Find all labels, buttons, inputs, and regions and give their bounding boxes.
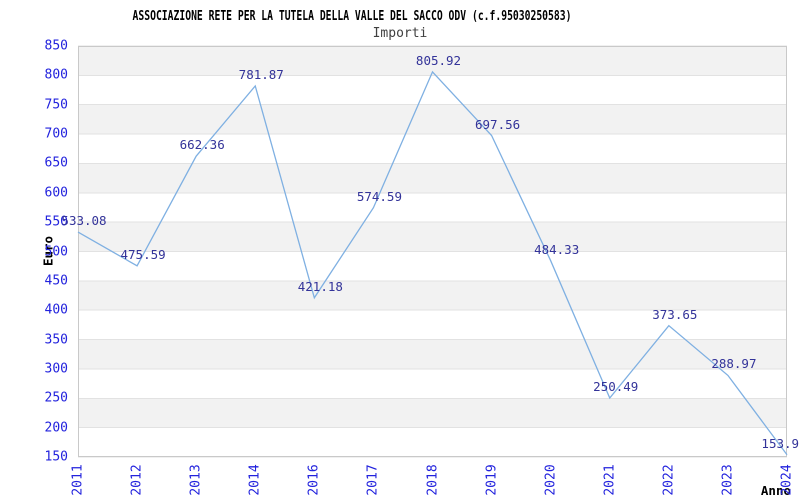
y-tick-label: 500 bbox=[44, 244, 68, 259]
chart-title: ASSOCIAZIONE RETE PER LA TUTELA DELLA VA… bbox=[132, 8, 572, 24]
data-point-label: 250.49 bbox=[593, 378, 639, 394]
y-tick-label: 400 bbox=[44, 302, 68, 318]
y-tick-label: 250 bbox=[44, 390, 68, 406]
y-tick-label: 700 bbox=[44, 126, 68, 142]
y-tick-label: 200 bbox=[44, 420, 68, 436]
data-point-label: 574.59 bbox=[356, 188, 402, 204]
x-tick-label: 2017 bbox=[365, 464, 381, 496]
y-tick-label: 800 bbox=[44, 67, 68, 83]
data-point-label: 805.92 bbox=[415, 52, 462, 68]
data-point-label: 153.9 bbox=[761, 435, 800, 451]
y-tick-label: 650 bbox=[44, 155, 68, 171]
y-tick-label: 850 bbox=[44, 38, 68, 54]
y-tick-label: 750 bbox=[44, 97, 68, 113]
data-point-label: 475.59 bbox=[120, 246, 166, 262]
chart-subtitle: Importi bbox=[372, 26, 428, 41]
x-tick-label: 2011 bbox=[70, 464, 86, 496]
plot-border bbox=[78, 46, 787, 457]
y-tick-label: 350 bbox=[44, 332, 68, 348]
plot-band bbox=[78, 222, 787, 252]
plot-band bbox=[78, 280, 787, 311]
data-point-label: 781.87 bbox=[238, 66, 284, 82]
data-point-label: 697.56 bbox=[475, 116, 521, 132]
y-tick-label: 300 bbox=[44, 361, 68, 377]
x-tick-label: 2012 bbox=[129, 464, 145, 496]
y-tick-label: 600 bbox=[44, 185, 68, 201]
x-tick-label: 2018 bbox=[425, 464, 440, 496]
y-tick-label: 550 bbox=[44, 214, 68, 230]
plot-band bbox=[78, 104, 787, 135]
plot-band bbox=[78, 339, 787, 369]
x-tick-label: 2023 bbox=[720, 464, 736, 496]
x-tick-label: 2014 bbox=[247, 464, 263, 496]
plot-band bbox=[78, 398, 787, 428]
x-tick-label: 2024 bbox=[779, 464, 795, 496]
data-point-label: 421.18 bbox=[297, 278, 343, 294]
x-tick-label: 2022 bbox=[661, 464, 677, 496]
x-axis-title: Anno bbox=[760, 483, 791, 498]
data-point-label: 533.08 bbox=[61, 212, 107, 228]
x-tick-label: 2021 bbox=[602, 464, 618, 496]
data-point-label: 288.97 bbox=[711, 356, 757, 372]
x-tick-label: 2019 bbox=[484, 464, 500, 496]
y-tick-label: 450 bbox=[44, 273, 68, 289]
plot-band bbox=[78, 46, 787, 76]
data-point-label: 373.65 bbox=[652, 306, 698, 322]
data-point-label: 662.36 bbox=[179, 136, 225, 152]
x-tick-label: 2020 bbox=[543, 464, 559, 496]
data-point-label: 484.33 bbox=[534, 241, 580, 257]
plot-band bbox=[78, 163, 787, 193]
y-tick-label: 150 bbox=[44, 449, 68, 465]
data-line bbox=[77, 70, 788, 456]
x-tick-label: 2016 bbox=[306, 464, 322, 496]
x-tick-label: 2013 bbox=[188, 464, 204, 496]
